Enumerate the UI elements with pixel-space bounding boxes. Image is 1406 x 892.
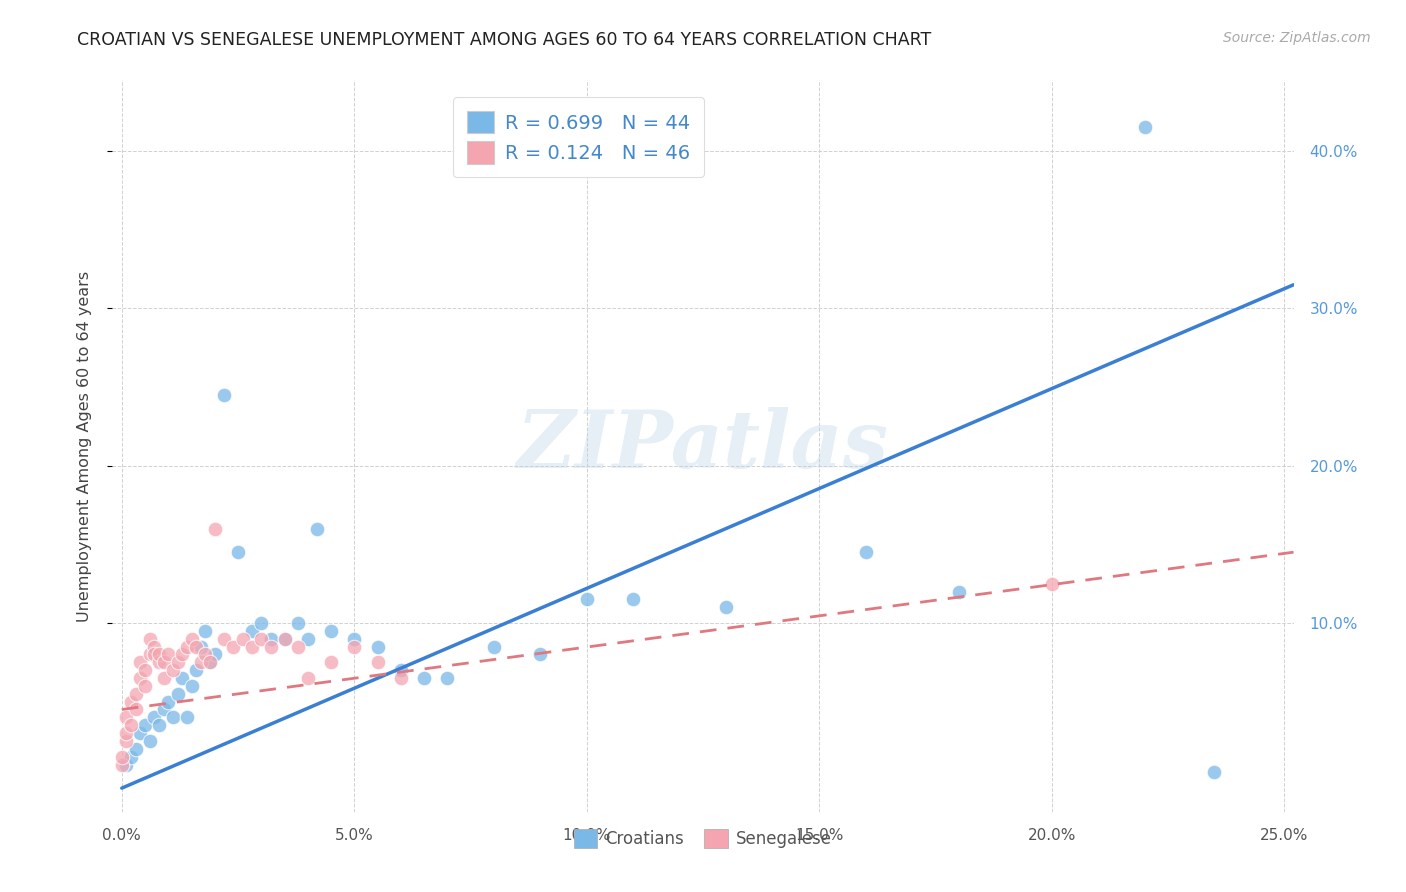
Point	[172, 671, 194, 685]
Point	[148, 655, 170, 669]
Text: ZIPatlas: ZIPatlas	[517, 408, 889, 484]
Legend: Croatians, Senegalese: Croatians, Senegalese	[567, 822, 839, 855]
Point	[948, 584, 970, 599]
Point	[115, 710, 138, 724]
Point	[134, 679, 156, 693]
Point	[1204, 765, 1226, 780]
Point	[180, 679, 202, 693]
Point	[343, 640, 366, 654]
Point	[204, 648, 226, 662]
Point	[297, 632, 319, 646]
Point	[250, 615, 273, 630]
Point	[166, 687, 188, 701]
Point	[157, 648, 180, 662]
Point	[134, 718, 156, 732]
Point	[297, 671, 319, 685]
Point	[138, 632, 160, 646]
Point	[198, 655, 221, 669]
Point	[129, 726, 152, 740]
Point	[120, 718, 142, 732]
Point	[134, 663, 156, 677]
Point	[152, 655, 174, 669]
Point	[143, 648, 166, 662]
Point	[529, 648, 551, 662]
Point	[162, 710, 184, 724]
Point	[716, 600, 738, 615]
Point	[152, 702, 174, 716]
Point	[232, 632, 254, 646]
Point	[621, 592, 644, 607]
Point	[240, 640, 263, 654]
Point	[273, 632, 295, 646]
Point	[343, 632, 366, 646]
Point	[198, 655, 221, 669]
Point	[855, 545, 877, 559]
Point	[436, 671, 458, 685]
Text: Source: ZipAtlas.com: Source: ZipAtlas.com	[1223, 31, 1371, 45]
Point	[148, 718, 170, 732]
Point	[120, 695, 142, 709]
Point	[176, 640, 198, 654]
Point	[287, 615, 309, 630]
Y-axis label: Unemployment Among Ages 60 to 64 years: Unemployment Among Ages 60 to 64 years	[77, 270, 91, 622]
Point	[273, 632, 295, 646]
Point	[115, 757, 138, 772]
Point	[240, 624, 263, 638]
Point	[180, 632, 202, 646]
Point	[143, 640, 166, 654]
Point	[389, 663, 412, 677]
Point	[367, 640, 389, 654]
Point	[413, 671, 436, 685]
Point	[138, 734, 160, 748]
Point	[115, 726, 138, 740]
Point	[194, 624, 217, 638]
Point	[186, 663, 208, 677]
Point	[259, 640, 281, 654]
Point	[129, 671, 152, 685]
Point	[125, 741, 148, 756]
Point	[148, 648, 170, 662]
Point	[152, 671, 174, 685]
Text: CROATIAN VS SENEGALESE UNEMPLOYMENT AMONG AGES 60 TO 64 YEARS CORRELATION CHART: CROATIAN VS SENEGALESE UNEMPLOYMENT AMON…	[77, 31, 932, 49]
Point	[138, 648, 160, 662]
Point	[204, 522, 226, 536]
Point	[212, 388, 235, 402]
Point	[172, 648, 194, 662]
Point	[389, 671, 412, 685]
Point	[111, 757, 134, 772]
Point	[115, 734, 138, 748]
Point	[1133, 120, 1156, 135]
Point	[186, 640, 208, 654]
Point	[176, 710, 198, 724]
Point	[1040, 576, 1063, 591]
Point	[319, 624, 342, 638]
Point	[250, 632, 273, 646]
Point	[259, 632, 281, 646]
Point	[212, 632, 235, 646]
Point	[575, 592, 598, 607]
Point	[190, 640, 212, 654]
Point	[166, 655, 188, 669]
Point	[287, 640, 309, 654]
Point	[307, 522, 329, 536]
Point	[190, 655, 212, 669]
Point	[367, 655, 389, 669]
Point	[125, 687, 148, 701]
Point	[129, 655, 152, 669]
Point	[319, 655, 342, 669]
Point	[162, 663, 184, 677]
Point	[482, 640, 505, 654]
Point	[111, 749, 134, 764]
Point	[226, 545, 249, 559]
Point	[157, 695, 180, 709]
Point	[120, 749, 142, 764]
Point	[194, 648, 217, 662]
Point	[143, 710, 166, 724]
Point	[125, 702, 148, 716]
Point	[222, 640, 245, 654]
